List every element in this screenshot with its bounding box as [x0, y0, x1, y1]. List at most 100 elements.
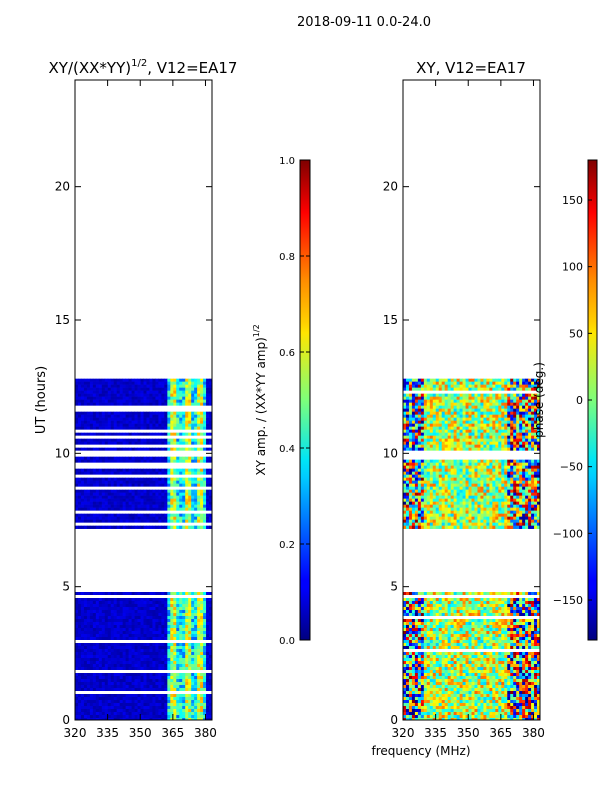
amplitude-heatmap-cell [176, 631, 180, 635]
amplitude-heatmap-cell [182, 610, 186, 614]
phase-heatmap-cell [459, 637, 463, 641]
amplitude-heatmap-cell [119, 483, 124, 487]
phase-heatmap-cell [534, 643, 538, 647]
amplitude-heatmap-cell [191, 718, 195, 720]
phase-heatmap-cell [462, 682, 466, 686]
phase-heatmap-cell [525, 658, 529, 662]
phase-heatmap-cell [483, 598, 487, 602]
phase-heatmap-cell [411, 676, 416, 680]
amplitude-heatmap-cell [173, 718, 177, 720]
amplitude-heatmap-cell [206, 492, 210, 496]
amplitude-heatmap-cell [75, 649, 79, 653]
amplitude-heatmap-cell [77, 495, 82, 499]
amplitude-heatmap-cell [197, 438, 201, 442]
amplitude-heatmap-cell [125, 664, 130, 668]
amplitude-heatmap-cell [116, 712, 121, 716]
amplitude-heatmap-cell [155, 604, 159, 608]
amplitude-heatmap-cell [116, 622, 121, 626]
amplitude-heatmap-cell [185, 399, 189, 403]
amplitude-heatmap-cell [86, 390, 91, 394]
amplitude-heatmap-cell [149, 673, 153, 677]
amplitude-heatmap-cell [170, 495, 174, 499]
amplitude-heatmap-cell [75, 387, 79, 391]
amplitude-heatmap-cell [116, 387, 121, 391]
amplitude-heatmap-cell [185, 387, 189, 391]
amplitude-heatmap-cell [164, 631, 168, 635]
phase-heatmap-cell [495, 619, 499, 623]
amplitude-heatmap-cell [140, 471, 144, 475]
phase-heatmap-cell [519, 625, 523, 629]
phase-heatmap-cell [486, 652, 490, 656]
amplitude-heatmap-cell [179, 501, 183, 505]
amplitude-heatmap-cell [125, 619, 130, 623]
amplitude-heatmap-cell [104, 411, 109, 415]
amplitude-heatmap-cell [146, 682, 150, 686]
amplitude-heatmap-cell [179, 513, 183, 517]
amplitude-heatmap-cell [83, 646, 88, 650]
amplitude-heatmap-cell [158, 607, 162, 611]
phase-heatmap-cell [411, 688, 416, 692]
amplitude-heatmap-cell [176, 637, 180, 641]
amplitude-heatmap-cell [182, 664, 186, 668]
amplitude-heatmap-cell [179, 525, 183, 529]
phase-heatmap-cell [423, 613, 428, 617]
amplitude-heatmap-cell [110, 655, 115, 659]
amplitude-heatmap-cell [158, 519, 162, 523]
amplitude-heatmap-cell [110, 712, 115, 716]
phase-heatmap-cell [420, 628, 425, 632]
amplitude-heatmap-cell [161, 655, 165, 659]
amplitude-heatmap-cell [176, 441, 180, 445]
amplitude-heatmap-cell [128, 646, 132, 650]
phase-heatmap-cell [408, 658, 413, 662]
phase-heatmap-cell [414, 598, 419, 602]
amplitude-heatmap-cell [152, 655, 156, 659]
amplitude-heatmap-cell [119, 634, 124, 638]
amplitude-heatmap-cell [152, 504, 156, 508]
amplitude-heatmap-cell [89, 664, 94, 668]
amplitude-heatmap-cell [119, 387, 124, 391]
amplitude-heatmap-cell [95, 489, 100, 493]
amplitude-heatmap-cell [128, 712, 132, 716]
amplitude-heatmap-cell [173, 661, 177, 665]
phase-heatmap-cell [447, 625, 452, 629]
amplitude-heatmap-cell [203, 619, 207, 623]
amplitude-heatmap-cell [113, 712, 118, 716]
amplitude-heatmap-cell [146, 598, 150, 602]
amplitude-heatmap-cell [170, 685, 174, 689]
amplitude-heatmap-cell [161, 694, 165, 698]
amplitude-heatmap-cell [131, 697, 135, 701]
phase-heatmap-cell [477, 610, 481, 614]
amplitude-heatmap-cell [86, 438, 91, 442]
amplitude-heatmap-cell [104, 604, 109, 608]
phase-heatmap-cell [474, 679, 478, 683]
amplitude-heatmap-cell [146, 619, 150, 623]
phase-heatmap-cell [441, 676, 446, 680]
amplitude-heatmap-cell [167, 384, 171, 388]
phase-heatmap-cell [459, 661, 463, 665]
amplitude-heatmap-cell [110, 703, 115, 707]
amplitude-heatmap-cell [176, 417, 180, 421]
phase-heatmap-cell [504, 667, 508, 671]
amplitude-heatmap-cell [110, 679, 115, 683]
amplitude-heatmap-cell [203, 637, 207, 641]
amplitude-heatmap-cell [125, 649, 130, 653]
amplitude-heatmap-cell [158, 652, 162, 656]
amplitude-heatmap-cell [140, 378, 144, 382]
amplitude-heatmap-cell [113, 661, 118, 665]
amplitude-xtick-label: 320 [64, 726, 87, 740]
phase-heatmap-cell [522, 604, 526, 608]
phase-heatmap-cell [471, 685, 475, 689]
amplitude-heatmap-cell [75, 637, 79, 641]
amplitude-heatmap-cell [116, 679, 121, 683]
phase-heatmap-cell [525, 613, 529, 617]
amplitude-heatmap-cell [92, 682, 97, 686]
phase-heatmap-cell [441, 628, 446, 632]
phase-heatmap-cell [426, 655, 431, 659]
phase-heatmap-cell [438, 598, 443, 602]
amplitude-heatmap-cell [134, 646, 138, 650]
phase-heatmap-cell [432, 652, 437, 656]
amplitude-heatmap-cell [128, 456, 132, 460]
phase-heatmap-cell [534, 682, 538, 686]
amplitude-heatmap-cell [125, 592, 130, 596]
phase-heatmap-cell [453, 601, 458, 605]
